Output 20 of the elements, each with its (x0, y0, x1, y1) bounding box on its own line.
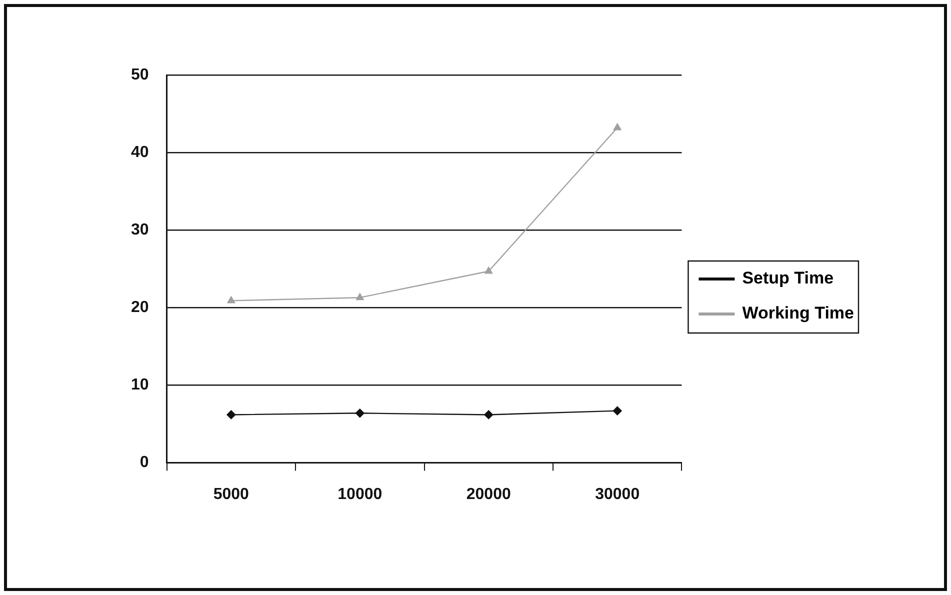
x-tick-label: 30000 (595, 486, 640, 503)
y-tick-label: 10 (131, 376, 149, 394)
legend-label: Setup Time (742, 268, 834, 288)
point (355, 408, 364, 418)
point (484, 266, 493, 274)
legend-label: Working Time (742, 304, 854, 323)
point (484, 410, 494, 420)
y-tick-label: 20 (131, 299, 149, 316)
y-tick-label: 50 (131, 66, 149, 84)
point (226, 410, 236, 420)
point (612, 406, 622, 416)
x-tick-label: 20000 (466, 486, 511, 503)
x-tick-label: 10000 (338, 486, 382, 503)
point (613, 123, 622, 130)
point (356, 293, 364, 300)
point (227, 296, 236, 304)
y-tick-label: 0 (140, 454, 149, 472)
y-tick-label: 40 (131, 144, 149, 161)
x-tick-label: 5000 (213, 486, 250, 503)
y-tick-label: 30 (131, 222, 149, 239)
